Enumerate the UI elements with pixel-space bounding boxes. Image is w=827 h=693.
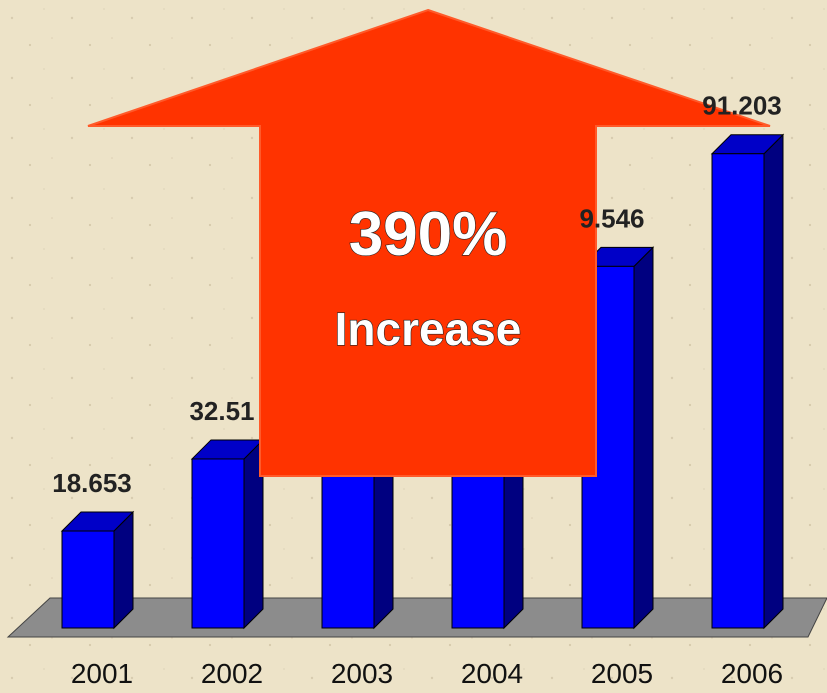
bar-front — [61, 530, 115, 629]
arrow-shape — [87, 8, 771, 477]
x-tick-label: 2003 — [331, 658, 393, 689]
bar-2001 — [60, 510, 135, 630]
value-label: 91.203 — [702, 91, 782, 121]
bar-side — [763, 133, 784, 630]
increase-arrow: 390% Increase — [87, 8, 771, 477]
bar-front — [191, 458, 245, 629]
bar-2002 — [190, 438, 265, 630]
labels: 18.653 2001 32.51 2002 2003 2004 9.546 2005 91.2… — [52, 91, 783, 689]
x-tick-label: 2006 — [721, 658, 783, 689]
x-tick-label: 2005 — [591, 658, 653, 689]
value-label: 9.546 — [579, 203, 644, 233]
bar-front — [711, 153, 765, 629]
value-label: 32.51 — [189, 396, 254, 426]
increase-word: Increase — [335, 303, 522, 355]
x-tick-label: 2004 — [461, 658, 523, 689]
x-tick-label: 2001 — [71, 658, 133, 689]
value-label: 18.653 — [52, 468, 132, 498]
bar-2006 — [710, 133, 785, 630]
x-tick-label: 2002 — [201, 658, 263, 689]
bar-side — [633, 246, 654, 630]
increase-percent: 390% — [349, 200, 508, 269]
bar-side — [113, 510, 134, 630]
